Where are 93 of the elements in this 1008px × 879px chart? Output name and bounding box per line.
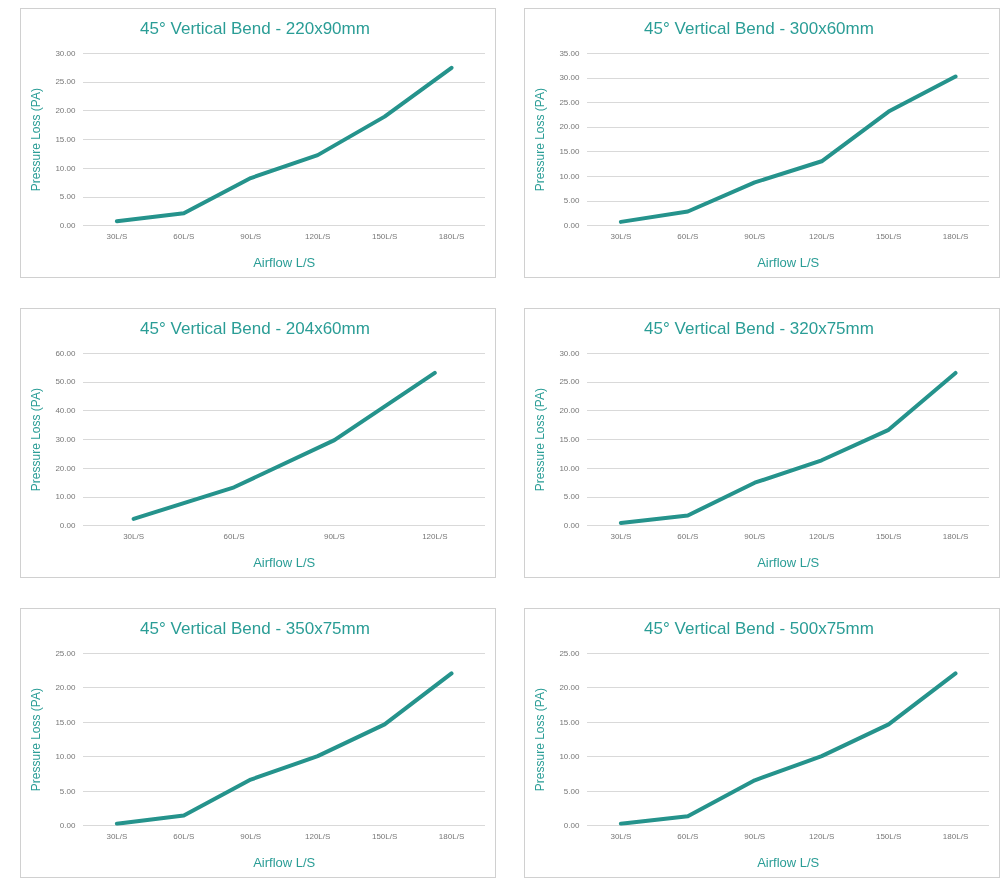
x-tick-label: 150L/S bbox=[371, 231, 398, 241]
x-tick-label: 90L/S bbox=[240, 831, 262, 841]
y-tick-label: 60.00 bbox=[55, 348, 76, 358]
y-axis-title: Pressure Loss (PA) bbox=[532, 688, 547, 792]
x-tick-label: 30L/S bbox=[123, 531, 145, 541]
y-tick-label: 30.00 bbox=[559, 348, 580, 358]
x-tick-label: 120L/S bbox=[809, 231, 835, 241]
y-tick-label: 30.00 bbox=[559, 73, 580, 83]
x-tick-label: 90L/S bbox=[744, 231, 766, 241]
y-tick-label: 25.00 bbox=[559, 377, 580, 387]
y-tick-label: 15.00 bbox=[559, 434, 580, 444]
y-tick-label: 5.00 bbox=[563, 492, 580, 502]
x-tick-label: 120L/S bbox=[305, 231, 331, 241]
y-tick-label: 25.00 bbox=[55, 77, 76, 87]
y-tick-label: 15.00 bbox=[559, 147, 580, 157]
x-tick-label: 120L/S bbox=[305, 831, 331, 841]
y-tick-label: 5.00 bbox=[59, 786, 76, 796]
x-tick-label: 120L/S bbox=[422, 531, 448, 541]
x-axis-title: Airflow L/S bbox=[253, 554, 316, 570]
y-tick-label: 0.00 bbox=[59, 221, 76, 230]
chart-title: 45° Vertical Bend - 320x75mm bbox=[644, 318, 874, 338]
y-tick-label: 20.00 bbox=[559, 122, 580, 132]
x-tick-label: 30L/S bbox=[610, 831, 632, 841]
y-tick-label: 15.00 bbox=[55, 134, 76, 144]
x-tick-label: 60L/S bbox=[677, 231, 699, 241]
x-axis-title: Airflow L/S bbox=[253, 854, 316, 870]
x-tick-label: 180L/S bbox=[942, 831, 969, 841]
y-tick-label: 0.00 bbox=[59, 821, 76, 830]
x-tick-label: 60L/S bbox=[677, 531, 699, 541]
x-tick-label: 150L/S bbox=[875, 231, 902, 241]
x-axis-title: Airflow L/S bbox=[253, 254, 316, 270]
y-tick-label: 10.00 bbox=[559, 463, 580, 473]
y-tick-label: 35.00 bbox=[559, 48, 580, 58]
y-tick-label: 20.00 bbox=[55, 683, 76, 693]
x-axis-title: Airflow L/S bbox=[757, 554, 820, 570]
x-tick-label: 60L/S bbox=[223, 531, 245, 541]
chart-title: 45° Vertical Bend - 220x90mm bbox=[140, 18, 370, 38]
y-axis-title: Pressure Loss (PA) bbox=[532, 88, 547, 192]
x-tick-label: 150L/S bbox=[875, 531, 902, 541]
y-axis-title: Pressure Loss (PA) bbox=[28, 688, 43, 792]
chart-title: 45° Vertical Bend - 500x75mm bbox=[644, 618, 874, 638]
y-tick-label: 20.00 bbox=[55, 463, 76, 473]
x-tick-label: 150L/S bbox=[371, 831, 398, 841]
x-axis-title: Airflow L/S bbox=[757, 254, 820, 270]
x-tick-label: 180L/S bbox=[438, 831, 465, 841]
y-tick-label: 25.00 bbox=[559, 648, 580, 658]
y-tick-label: 10.00 bbox=[559, 171, 580, 181]
x-tick-label: 120L/S bbox=[809, 831, 835, 841]
x-tick-label: 120L/S bbox=[809, 531, 835, 541]
y-tick-label: 25.00 bbox=[559, 97, 580, 107]
chart-title: 45° Vertical Bend - 350x75mm bbox=[140, 618, 370, 638]
x-tick-label: 30L/S bbox=[610, 531, 632, 541]
y-tick-label: 15.00 bbox=[559, 717, 580, 727]
y-tick-label: 20.00 bbox=[559, 683, 580, 693]
y-tick-label: 40.00 bbox=[55, 406, 76, 416]
x-tick-label: 30L/S bbox=[106, 231, 128, 241]
x-tick-label: 180L/S bbox=[942, 231, 969, 241]
y-tick-label: 0.00 bbox=[563, 821, 580, 830]
y-tick-label: 0.00 bbox=[563, 221, 580, 230]
x-tick-label: 150L/S bbox=[875, 831, 902, 841]
y-tick-label: 10.00 bbox=[55, 752, 76, 762]
x-tick-label: 90L/S bbox=[240, 231, 262, 241]
x-tick-label: 30L/S bbox=[610, 231, 632, 241]
x-tick-label: 60L/S bbox=[173, 231, 195, 241]
y-tick-label: 5.00 bbox=[563, 196, 580, 206]
x-tick-label: 180L/S bbox=[942, 531, 969, 541]
y-axis-title: Pressure Loss (PA) bbox=[28, 88, 43, 192]
y-tick-label: 15.00 bbox=[55, 717, 76, 727]
x-tick-label: 60L/S bbox=[677, 831, 699, 841]
chart-title: 45° Vertical Bend - 204x60mm bbox=[140, 318, 370, 338]
x-tick-label: 60L/S bbox=[173, 831, 195, 841]
chart-title: 45° Vertical Bend - 300x60mm bbox=[644, 18, 874, 38]
y-tick-label: 10.00 bbox=[55, 163, 76, 173]
y-tick-label: 10.00 bbox=[55, 492, 76, 502]
x-tick-label: 30L/S bbox=[106, 831, 128, 841]
x-axis-title: Airflow L/S bbox=[757, 854, 820, 870]
y-tick-label: 0.00 bbox=[563, 521, 580, 530]
x-tick-label: 90L/S bbox=[744, 831, 766, 841]
y-axis-title: Pressure Loss (PA) bbox=[28, 388, 43, 492]
y-tick-label: 5.00 bbox=[59, 192, 76, 202]
y-tick-label: 10.00 bbox=[559, 752, 580, 762]
y-axis-title: Pressure Loss (PA) bbox=[532, 388, 547, 492]
y-tick-label: 25.00 bbox=[55, 648, 76, 658]
x-tick-label: 180L/S bbox=[438, 231, 465, 241]
y-tick-label: 30.00 bbox=[55, 434, 76, 444]
y-tick-label: 30.00 bbox=[55, 48, 76, 58]
x-tick-label: 90L/S bbox=[323, 531, 345, 541]
x-tick-label: 90L/S bbox=[744, 531, 766, 541]
y-tick-label: 20.00 bbox=[55, 106, 76, 116]
y-tick-label: 5.00 bbox=[563, 786, 580, 796]
y-tick-label: 50.00 bbox=[55, 377, 76, 387]
y-tick-label: 20.00 bbox=[559, 406, 580, 416]
y-tick-label: 0.00 bbox=[59, 521, 76, 530]
